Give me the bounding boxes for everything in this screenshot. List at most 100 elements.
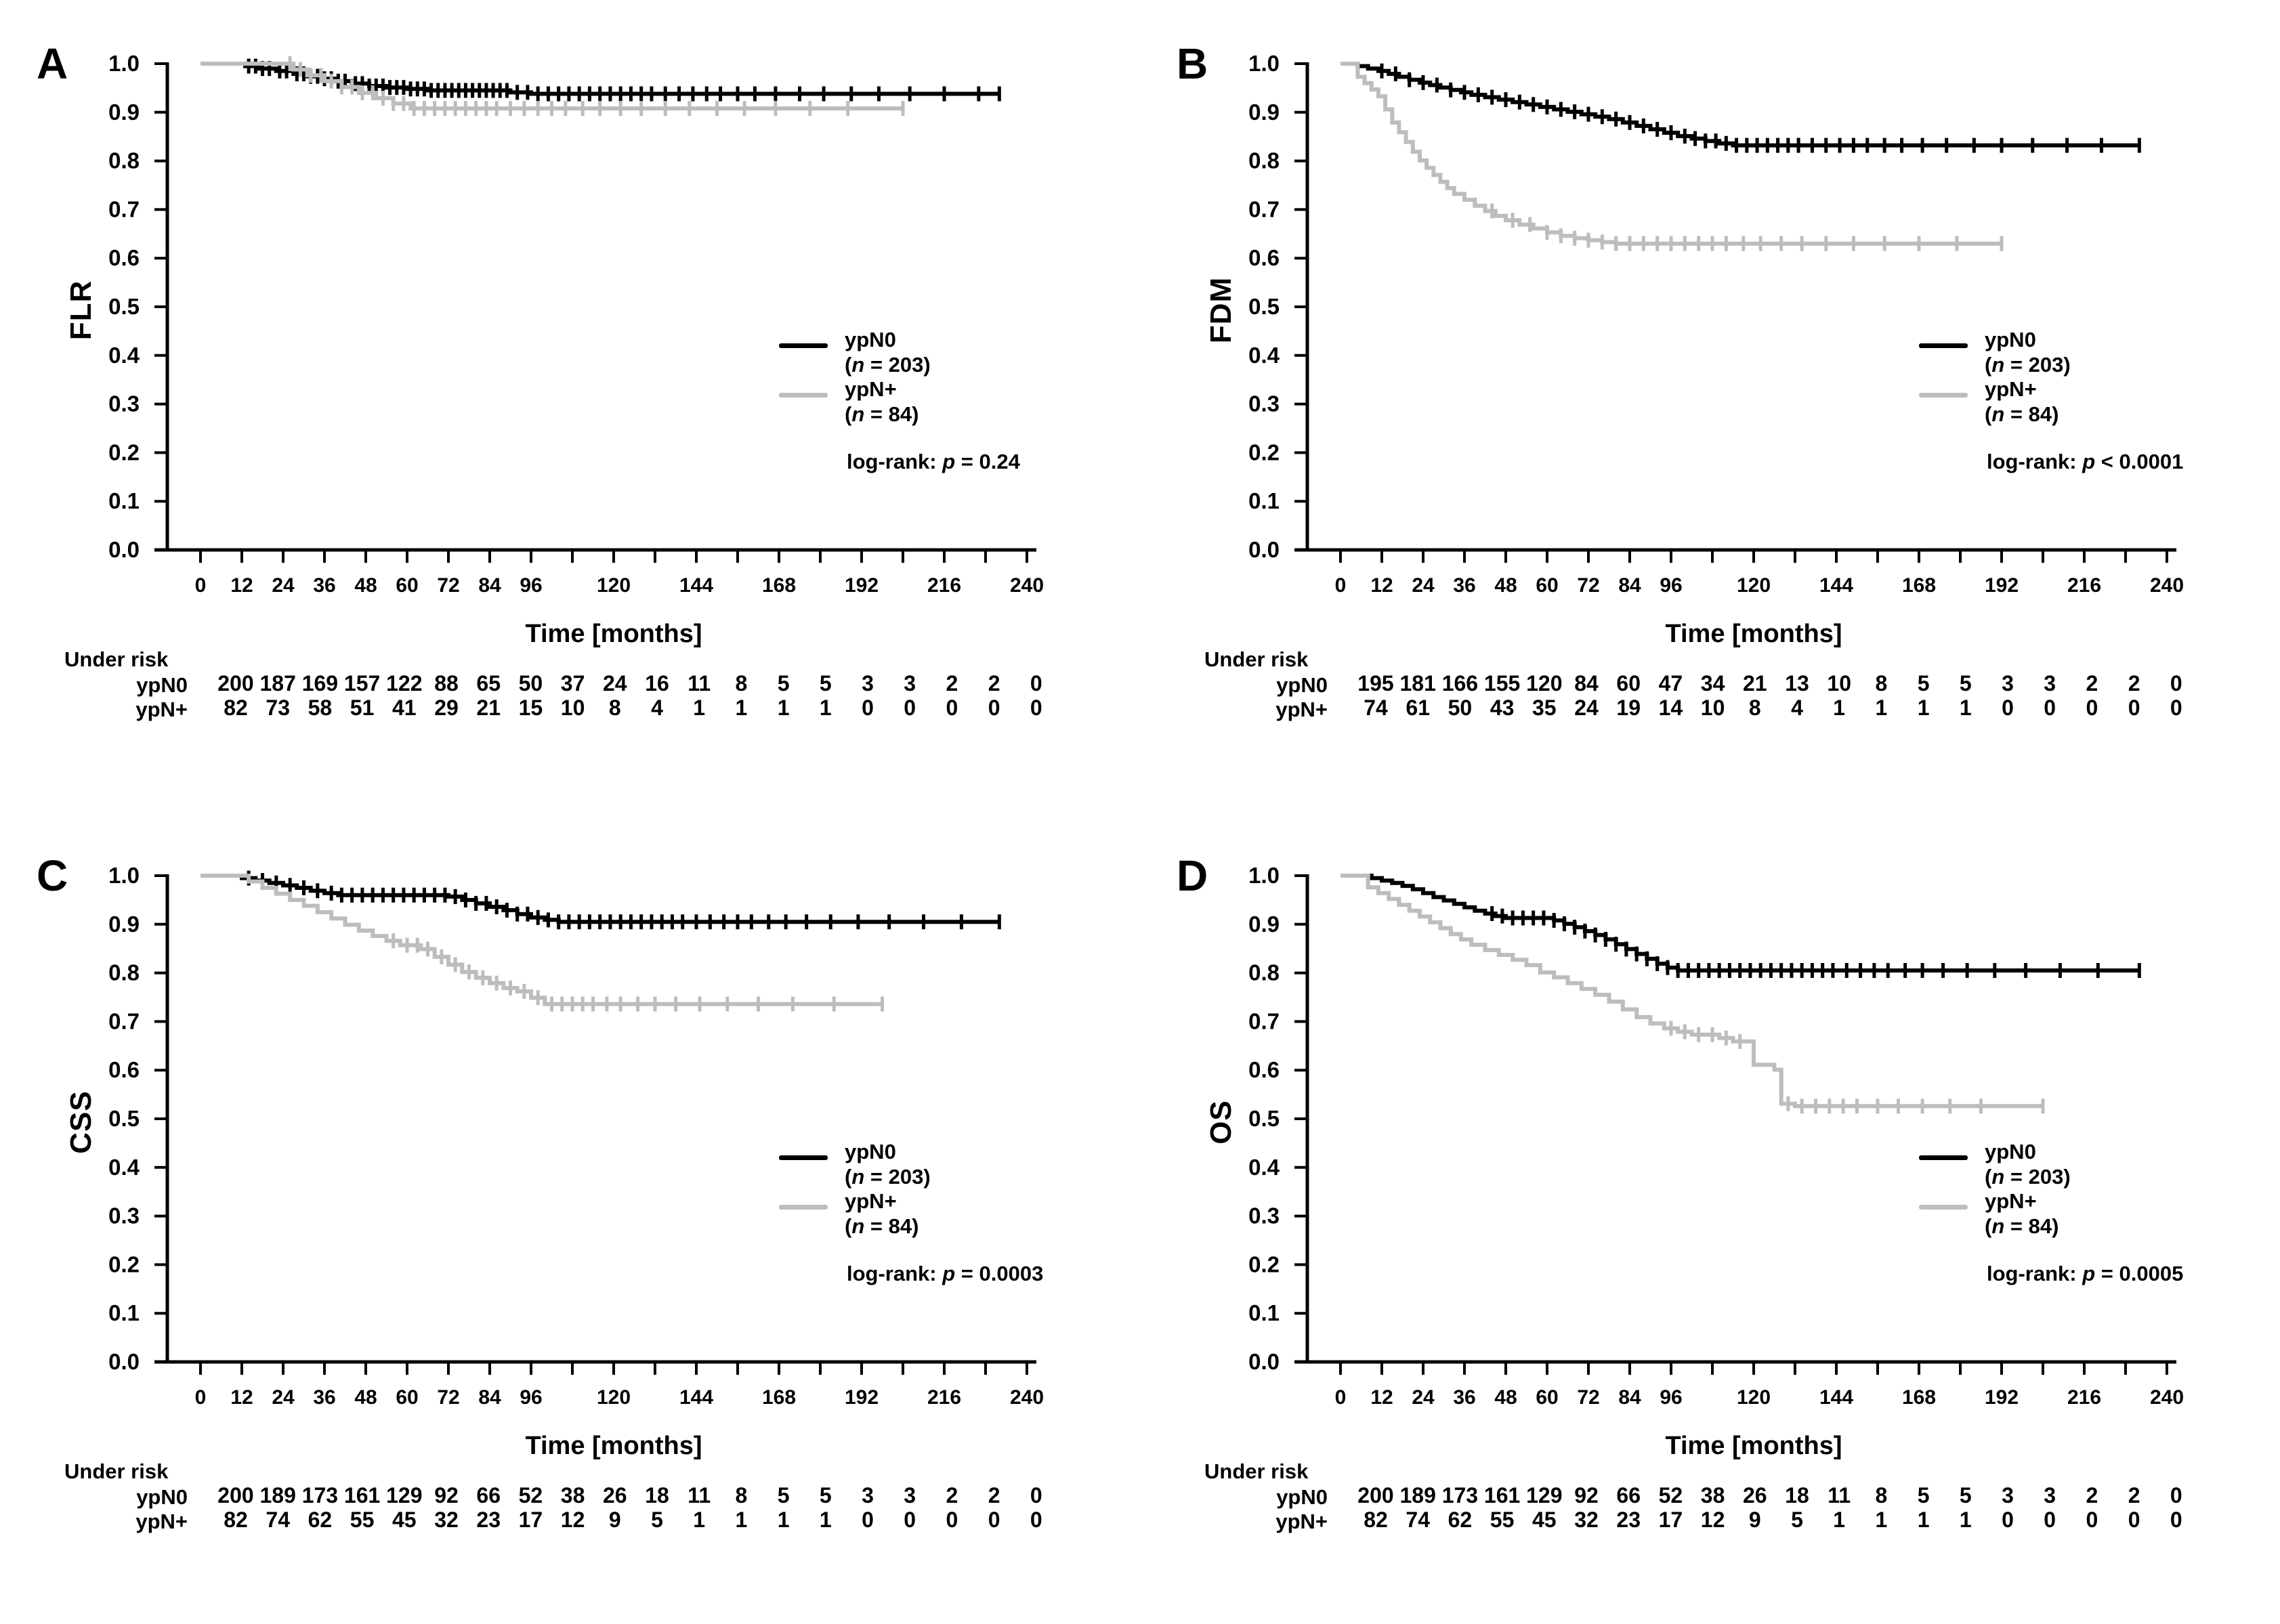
risk-value: 1 [736,696,748,720]
risk-value: 2 [946,1483,958,1508]
y-tick-label: 0.9 [1248,912,1280,937]
risk-value: 3 [2044,671,2056,696]
risk-value: 18 [645,1483,669,1508]
p-value: = 0.24 [955,450,1020,473]
y-tick-label: 0.6 [1248,245,1280,270]
risk-value: 3 [2002,671,2014,696]
risk-value: 173 [302,1483,338,1508]
n-value: = 84) [864,402,919,426]
risk-value: 88 [434,671,459,696]
risk-value: 200 [217,671,253,696]
x-tick-label: 168 [1902,574,1936,597]
paren-open: ( [845,1214,852,1238]
risk-value: 0 [1030,1508,1042,1532]
km-curve-ypnplus [1340,62,2002,246]
x-tick-label: 24 [1412,574,1435,597]
risk-value: 195 [1357,671,1393,696]
x-tick-label: 168 [1902,1386,1936,1409]
risk-value: 1 [778,696,790,720]
legend-group1-n: (n = 203) [1985,1165,2071,1189]
legend-group2-label: ypN+ [845,377,897,401]
risk-value: 1 [736,1508,748,1532]
x-tick-label: 72 [437,1386,459,1409]
km-curve-ypn0 [1340,62,2140,148]
risk-value: 8 [736,1483,748,1508]
risk-value: 62 [1448,1508,1473,1532]
legend-c: ypN0 (n = 203) ypN+ (n = 84) [845,1140,931,1239]
y-tick-label: 0.1 [1248,488,1280,513]
risk-value: 62 [308,1508,333,1532]
risk-value: 2 [946,671,958,696]
risk-value: 73 [266,696,290,720]
risk-value: 32 [434,1508,459,1532]
risk-value: 74 [1364,696,1388,720]
risk-value: 61 [1406,696,1430,720]
p-symbol: p [2082,1262,2096,1285]
y-tick-label: 0.8 [1248,148,1280,173]
y-tick-label: 0.0 [108,1349,140,1374]
n-value: = 203) [864,352,931,377]
risk-value: 84 [1574,671,1599,696]
x-tick-label: 36 [1453,1386,1475,1409]
risk-value: 120 [1526,671,1562,696]
x-tick-label: 0 [1335,1386,1347,1409]
risk-value: 45 [392,1508,417,1532]
y-tick-label: 0.2 [108,440,140,465]
p-symbol: p [942,450,956,473]
km-plot-c: 0.00.10.20.30.40.50.60.70.80.91.00 12 24 36… [108,863,1044,1532]
y-tick-label: 1.0 [1248,51,1280,76]
x-axis-title: Time [months] [525,1432,702,1460]
risk-value: 3 [2002,1483,2014,1508]
risk-value: 5 [778,671,790,696]
risk-rowlabel-ypn0: ypN0 [136,1485,188,1509]
legend-line-ypnplus [779,1205,828,1210]
risk-value: 5 [1960,671,1972,696]
risk-value: 52 [519,1483,543,1508]
risk-value: 1 [778,1508,790,1532]
p-symbol: p [2082,450,2096,473]
risk-value: 5 [778,1483,790,1508]
risk-value: 55 [1490,1508,1515,1532]
y-tick-label: 0.4 [108,1155,140,1180]
risk-value: 1 [693,696,705,720]
y-tick-label: 0.4 [1248,1155,1280,1180]
legend-group1-label: ypN0 [845,328,896,351]
risk-value: 0 [2128,1508,2140,1532]
y-tick-label: 0.6 [108,245,140,270]
risk-value: 5 [1960,1483,1972,1508]
x-tick-label: 12 [230,1386,253,1409]
risk-value: 166 [1442,671,1478,696]
y-tick-label: 0.3 [108,1203,140,1228]
legend-group1-n: (n = 203) [845,1165,931,1189]
x-tick-label: 84 [1618,574,1641,597]
risk-value: 66 [1616,1483,1641,1508]
risk-value: 0 [862,1508,874,1532]
risk-value: 3 [904,671,916,696]
risk-value: 5 [1791,1508,1803,1532]
risk-rowlabel-ypn0: ypN0 [136,673,188,697]
logrank-text-b: log-rank: p < 0.0001 [1987,450,2183,474]
x-tick-label: 240 [1010,574,1044,597]
risk-value: 129 [1526,1483,1562,1508]
legend-group1-label: ypN0 [845,1140,896,1163]
legend-group2-label: ypN+ [1985,377,2037,401]
risk-rowlabel-ypnplus: ypN+ [1275,698,1328,721]
risk-value: 15 [519,696,543,720]
risk-value: 0 [2086,696,2098,720]
y-tick-label: 0.4 [108,343,140,368]
x-tick-label: 12 [1370,1386,1393,1409]
risk-value: 82 [1364,1508,1388,1532]
risk-value: 3 [904,1483,916,1508]
risk-value: 4 [651,696,663,720]
y-tick-label: 1.0 [108,51,140,76]
risk-value: 47 [1659,671,1683,696]
p-value: = 0.0003 [955,1262,1044,1285]
paren-open: ( [845,402,852,426]
km-curve-ypnplus [1340,874,2043,1109]
risk-value: 3 [862,671,874,696]
n-value: = 84) [2004,1214,2059,1238]
risk-value: 26 [603,1483,627,1508]
risk-value: 52 [1659,1483,1683,1508]
km-curve-ypn0 [1340,874,2140,973]
p-value: < 0.0001 [2095,450,2184,473]
